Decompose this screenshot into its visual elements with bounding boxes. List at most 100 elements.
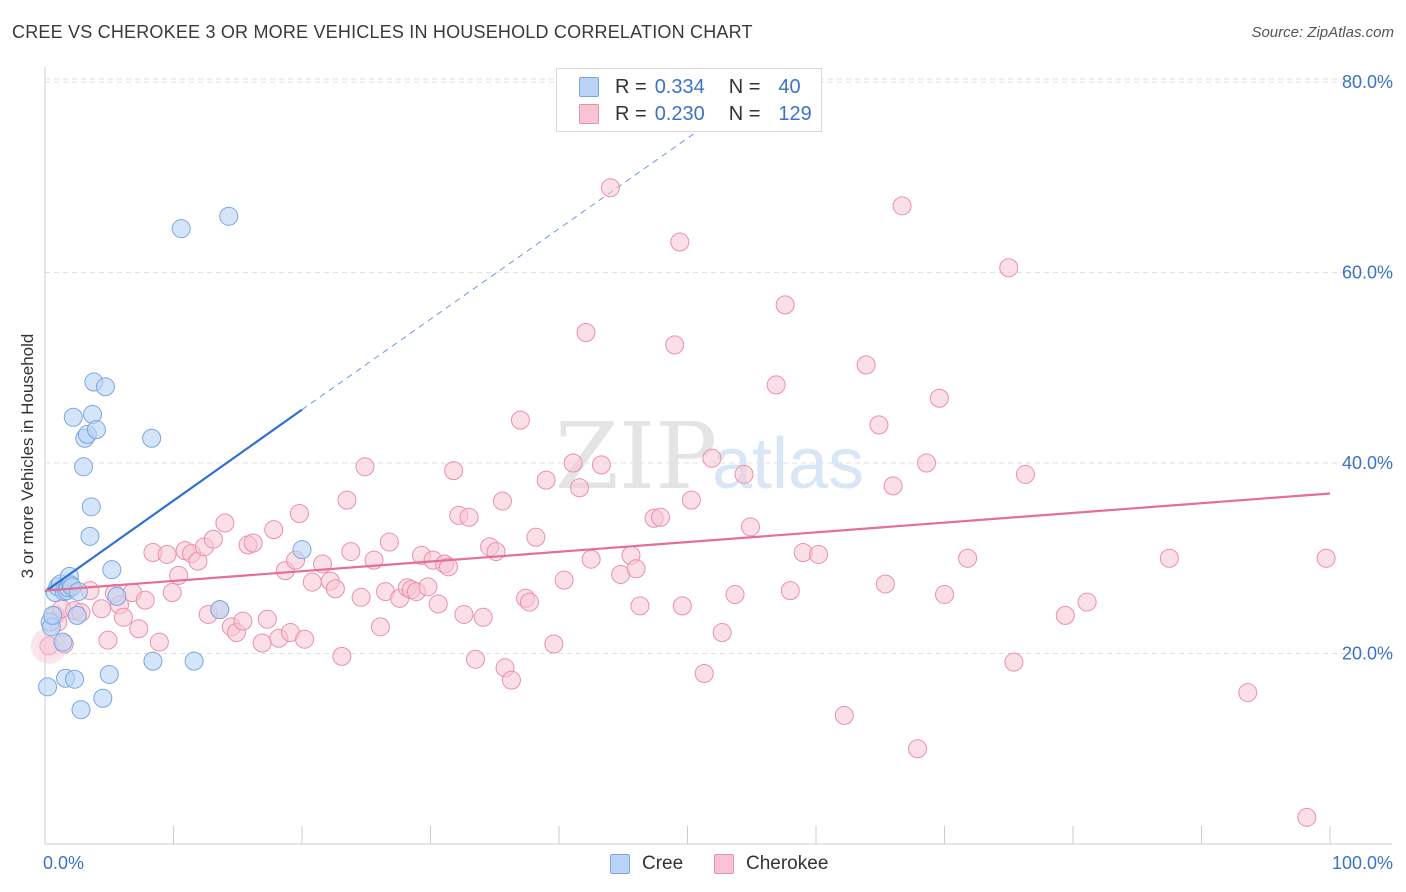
watermark-atlas: atlas xyxy=(712,424,864,504)
y-axis-label: 3 or more Vehicles in Household xyxy=(18,334,37,579)
cherokee-point xyxy=(1004,652,1024,672)
cree-point xyxy=(171,219,191,239)
legend-n-value: 129 xyxy=(778,102,812,125)
bottom-legend-cree: Cree xyxy=(610,852,683,876)
cherokee-point xyxy=(526,527,546,547)
cherokee-point xyxy=(341,542,361,562)
cree-point xyxy=(95,377,115,397)
cherokee-point xyxy=(257,609,277,629)
bottom-legend-cherokee: Cherokee xyxy=(714,852,828,876)
cherokee-point xyxy=(908,739,928,759)
legend-r-value: 0.334 xyxy=(654,75,705,98)
cherokee-point xyxy=(1077,592,1097,612)
cherokee-point xyxy=(332,646,352,666)
cherokee-point xyxy=(740,517,760,537)
legend-n-value: 40 xyxy=(778,75,801,98)
cherokee-point xyxy=(351,587,371,607)
cherokee-point xyxy=(809,544,829,564)
cree-point xyxy=(143,651,163,671)
cherokee-point xyxy=(600,178,620,198)
cherokee-point xyxy=(554,570,574,590)
cherokee-point xyxy=(98,630,118,650)
cherokee-legend-label: Cherokee xyxy=(746,853,829,874)
cherokee-point xyxy=(883,476,903,496)
cherokee-point xyxy=(626,559,646,579)
y-tick-label: 40.0% xyxy=(1342,453,1393,473)
cherokee-point xyxy=(576,323,596,343)
cree-point xyxy=(184,651,204,671)
cherokee-point xyxy=(694,664,714,684)
cree-point xyxy=(102,560,122,580)
cherokee-swatch xyxy=(579,104,599,124)
cree-point xyxy=(81,497,101,517)
legend-row-cherokee: R = 0.230 N = 129 xyxy=(579,102,812,126)
legend-n-label: N = xyxy=(728,102,761,125)
cherokee-point xyxy=(917,453,937,473)
grid-lines xyxy=(45,78,1392,654)
cherokee-point xyxy=(418,577,438,597)
cherokee-point xyxy=(289,503,309,523)
cree-swatch xyxy=(610,854,630,874)
cree-trend-extension xyxy=(301,119,714,411)
cree-point xyxy=(38,677,58,697)
cherokee-point xyxy=(630,596,650,616)
cherokee-point xyxy=(665,335,685,355)
cherokee-point xyxy=(999,258,1019,278)
tick-labels: 20.0% 40.0% 60.0% 80.0% 0.0% 100.0% xyxy=(43,72,1393,873)
x-tick-label: 100.0% xyxy=(1332,853,1393,873)
y-tick-label: 60.0% xyxy=(1342,263,1393,283)
cree-point xyxy=(93,688,113,708)
cherokee-point xyxy=(370,617,390,637)
cherokee-point xyxy=(264,520,284,540)
cherokee-point xyxy=(1316,548,1336,568)
cherokee-point xyxy=(712,623,732,643)
cherokee-point xyxy=(1015,464,1035,484)
cherokee-point xyxy=(295,629,315,649)
y-tick-label: 20.0% xyxy=(1342,644,1393,664)
cree-point xyxy=(67,605,87,625)
cree-trend-line xyxy=(44,408,303,593)
cree-point xyxy=(99,664,119,684)
cherokee-point xyxy=(325,579,345,599)
cherokee-point xyxy=(672,596,692,616)
cree-trend-dashed xyxy=(301,119,714,411)
cree-swatch xyxy=(579,77,599,97)
cherokee-point xyxy=(157,544,177,564)
cherokee-point xyxy=(1159,548,1179,568)
cherokee-point xyxy=(135,590,155,610)
cherokee-point xyxy=(459,507,479,527)
cherokee-point xyxy=(856,355,876,375)
cherokee-points xyxy=(30,178,1336,827)
cherokee-point xyxy=(570,478,590,498)
cherokee-point xyxy=(302,572,322,592)
cherokee-point xyxy=(591,455,611,475)
cherokee-point xyxy=(766,375,786,395)
cherokee-trend-line xyxy=(44,492,1331,592)
cherokee-point xyxy=(651,507,671,527)
cherokee-swatch xyxy=(714,854,734,874)
x-tick-label: 0.0% xyxy=(43,853,84,873)
legend-r-value: 0.230 xyxy=(654,102,705,125)
cree-point xyxy=(210,600,230,620)
cree-legend-label: Cree xyxy=(642,853,684,874)
cherokee-point xyxy=(149,632,169,652)
cherokee-point xyxy=(92,599,112,619)
cherokee-point xyxy=(355,457,375,477)
chart-title: CREE VS CHEROKEE 3 OR MORE VEHICLES IN H… xyxy=(12,22,753,42)
cherokee-point xyxy=(501,670,521,690)
cherokee-point xyxy=(935,584,954,604)
legend-row-cree: R = 0.334 N = 40 xyxy=(579,75,801,99)
source-label: Source: ZipAtlas.com xyxy=(1251,24,1394,41)
cree-point xyxy=(65,669,85,689)
cree-point xyxy=(80,526,100,546)
cherokee-point xyxy=(875,574,895,594)
cherokee-point xyxy=(536,470,556,490)
cherokee-point xyxy=(233,611,253,631)
trend-lines xyxy=(44,408,1331,593)
cherokee-point xyxy=(681,490,701,510)
cree-point xyxy=(43,605,63,625)
cherokee-point xyxy=(438,557,458,577)
correlation-legend: R = 0.334 N = 40 R = 0.230 N = 129 xyxy=(556,68,822,132)
cree-point xyxy=(74,457,94,477)
